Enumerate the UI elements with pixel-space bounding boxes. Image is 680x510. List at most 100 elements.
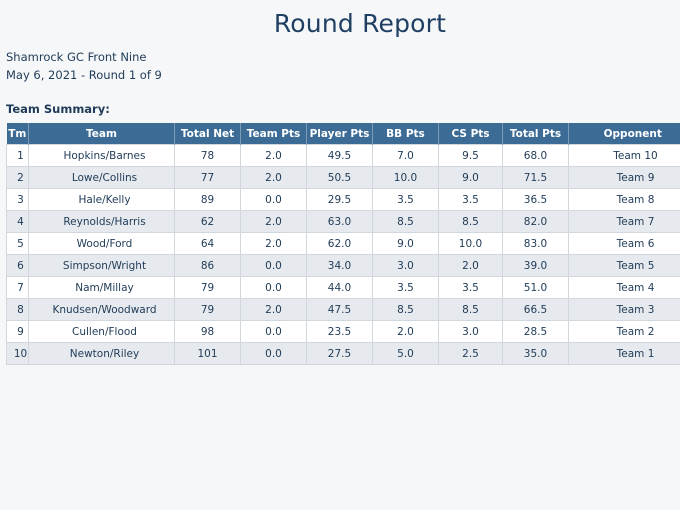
cell-cs-pts: 10.0 xyxy=(438,232,503,255)
cell-opponent: Team 10 xyxy=(568,144,680,167)
cell-player-pts: 62.0 xyxy=(306,232,373,255)
team-summary-table: Tm Team Total Net Team Pts Player Pts BB… xyxy=(6,123,680,365)
cell-total-net: 62 xyxy=(174,210,241,233)
cell-total-pts: 66.5 xyxy=(502,298,569,321)
cell-opponent: Team 4 xyxy=(568,276,680,299)
cell-total-pts: 28.5 xyxy=(502,320,569,343)
cell-total-pts: 82.0 xyxy=(502,210,569,233)
cell-total-net: 77 xyxy=(174,166,241,189)
cell-team-pts: 2.0 xyxy=(240,298,307,321)
cell-total-pts: 68.0 xyxy=(502,144,569,167)
cell-player-pts: 63.0 xyxy=(306,210,373,233)
cell-bb-pts: 5.0 xyxy=(372,342,439,365)
cell-total-pts: 83.0 xyxy=(502,232,569,255)
cell-opponent: Team 1 xyxy=(568,342,680,365)
table-row: 4 Reynolds/Harris 62 2.0 63.0 8.5 8.5 82… xyxy=(6,210,680,233)
cell-team-pts: 2.0 xyxy=(240,144,307,167)
cell-cs-pts: 8.5 xyxy=(438,210,503,233)
cell-team-pts: 0.0 xyxy=(240,276,307,299)
cell-tm: 1 xyxy=(6,144,29,167)
cell-total-net: 79 xyxy=(174,276,241,299)
cell-tm: 2 xyxy=(6,166,29,189)
cell-cs-pts: 2.5 xyxy=(438,342,503,365)
cell-team-pts: 0.0 xyxy=(240,254,307,277)
cell-team: Simpson/Wright xyxy=(28,254,175,277)
cell-total-net: 98 xyxy=(174,320,241,343)
cell-total-net: 101 xyxy=(174,342,241,365)
table-row: 7 Nam/Millay 79 0.0 44.0 3.5 3.5 51.0 Te… xyxy=(6,276,680,299)
cell-team: Newton/Riley xyxy=(28,342,175,365)
header-opponent: Opponent xyxy=(568,123,680,145)
header-total-pts: Total Pts xyxy=(502,123,569,145)
table-row: 9 Cullen/Flood 98 0.0 23.5 2.0 3.0 28.5 … xyxy=(6,320,680,343)
section-label: Team Summary: xyxy=(6,102,110,116)
cell-player-pts: 47.5 xyxy=(306,298,373,321)
cell-cs-pts: 2.0 xyxy=(438,254,503,277)
table-row: 2 Lowe/Collins 77 2.0 50.5 10.0 9.0 71.5… xyxy=(6,166,680,189)
header-player-pts: Player Pts xyxy=(306,123,373,145)
cell-total-pts: 71.5 xyxy=(502,166,569,189)
cell-total-pts: 36.5 xyxy=(502,188,569,211)
cell-bb-pts: 8.5 xyxy=(372,210,439,233)
header-tm: Tm xyxy=(6,123,29,145)
cell-opponent: Team 3 xyxy=(568,298,680,321)
cell-bb-pts: 2.0 xyxy=(372,320,439,343)
cell-team: Lowe/Collins xyxy=(28,166,175,189)
cell-opponent: Team 8 xyxy=(568,188,680,211)
cell-team-pts: 0.0 xyxy=(240,188,307,211)
table-row: 3 Hale/Kelly 89 0.0 29.5 3.5 3.5 36.5 Te… xyxy=(6,188,680,211)
cell-bb-pts: 7.0 xyxy=(372,144,439,167)
header-team-pts: Team Pts xyxy=(240,123,307,145)
cell-bb-pts: 10.0 xyxy=(372,166,439,189)
header-bb-pts: BB Pts xyxy=(372,123,439,145)
cell-team-pts: 2.0 xyxy=(240,166,307,189)
cell-team-pts: 2.0 xyxy=(240,210,307,233)
header-team: Team xyxy=(28,123,175,145)
cell-tm: 6 xyxy=(6,254,29,277)
cell-total-net: 64 xyxy=(174,232,241,255)
cell-team: Reynolds/Harris xyxy=(28,210,175,233)
cell-player-pts: 44.0 xyxy=(306,276,373,299)
cell-player-pts: 23.5 xyxy=(306,320,373,343)
cell-team-pts: 0.0 xyxy=(240,320,307,343)
cell-cs-pts: 3.5 xyxy=(438,188,503,211)
cell-opponent: Team 6 xyxy=(568,232,680,255)
header-total-net: Total Net xyxy=(174,123,241,145)
cell-total-net: 86 xyxy=(174,254,241,277)
cell-tm: 5 xyxy=(6,232,29,255)
cell-bb-pts: 3.5 xyxy=(372,188,439,211)
cell-tm: 8 xyxy=(6,298,29,321)
cell-cs-pts: 3.5 xyxy=(438,276,503,299)
cell-bb-pts: 3.0 xyxy=(372,254,439,277)
cell-cs-pts: 8.5 xyxy=(438,298,503,321)
table-row: 8 Knudsen/Woodward 79 2.0 47.5 8.5 8.5 6… xyxy=(6,298,680,321)
cell-opponent: Team 9 xyxy=(568,166,680,189)
cell-team: Nam/Millay xyxy=(28,276,175,299)
cell-total-net: 78 xyxy=(174,144,241,167)
cell-total-net: 89 xyxy=(174,188,241,211)
cell-cs-pts: 9.0 xyxy=(438,166,503,189)
cell-player-pts: 29.5 xyxy=(306,188,373,211)
cell-opponent: Team 5 xyxy=(568,254,680,277)
cell-bb-pts: 3.5 xyxy=(372,276,439,299)
cell-player-pts: 50.5 xyxy=(306,166,373,189)
table-row: 10 Newton/Riley 101 0.0 27.5 5.0 2.5 35.… xyxy=(6,342,680,365)
cell-tm: 4 xyxy=(6,210,29,233)
cell-player-pts: 49.5 xyxy=(306,144,373,167)
cell-team: Hopkins/Barnes xyxy=(28,144,175,167)
table-row: 1 Hopkins/Barnes 78 2.0 49.5 7.0 9.5 68.… xyxy=(6,144,680,167)
table-row: 5 Wood/Ford 64 2.0 62.0 9.0 10.0 83.0 Te… xyxy=(6,232,680,255)
table-row: 6 Simpson/Wright 86 0.0 34.0 3.0 2.0 39.… xyxy=(6,254,680,277)
header-row: Tm Team Total Net Team Pts Player Pts BB… xyxy=(6,123,680,145)
header-cs-pts: CS Pts xyxy=(438,123,503,145)
cell-cs-pts: 3.0 xyxy=(438,320,503,343)
cell-total-pts: 35.0 xyxy=(502,342,569,365)
cell-total-net: 79 xyxy=(174,298,241,321)
cell-tm: 10 xyxy=(6,342,29,365)
cell-team-pts: 0.0 xyxy=(240,342,307,365)
cell-bb-pts: 9.0 xyxy=(372,232,439,255)
cell-tm: 9 xyxy=(6,320,29,343)
cell-tm: 3 xyxy=(6,188,29,211)
course-name: Shamrock GC Front Nine xyxy=(6,50,147,64)
cell-team-pts: 2.0 xyxy=(240,232,307,255)
